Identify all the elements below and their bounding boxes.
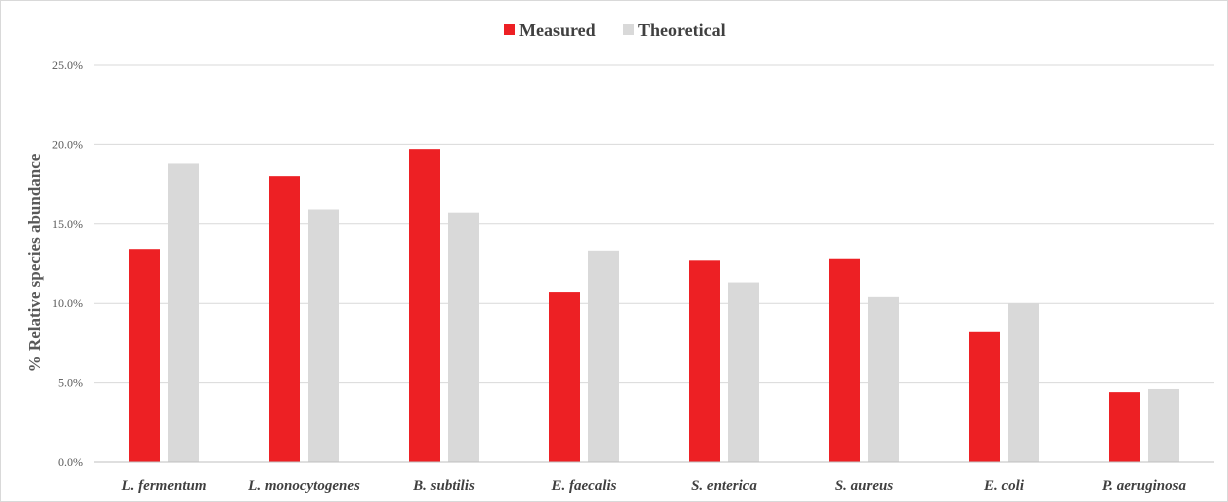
x-tick-label: S. enterica bbox=[691, 478, 757, 494]
y-tick-label: 5.0% bbox=[58, 376, 83, 390]
y-tick-label: 15.0% bbox=[52, 217, 83, 231]
bar-measured bbox=[969, 331, 1000, 462]
x-tick-label: L. fermentum bbox=[121, 478, 207, 494]
bar-theoretical bbox=[448, 212, 479, 462]
bar-theoretical bbox=[588, 250, 619, 462]
x-tick-label: E. coli bbox=[983, 478, 1025, 494]
bar-measured bbox=[689, 260, 720, 462]
bar-theoretical bbox=[868, 296, 899, 462]
y-tick-labels: 0.0% 5.0% 10.0% 15.0% 20.0% 25.0% bbox=[52, 58, 83, 469]
bar-theoretical bbox=[1148, 388, 1179, 462]
y-tick-label: 10.0% bbox=[52, 296, 83, 310]
x-tick-labels: L. fermentum L. monocytogenes B. subtilis E… bbox=[121, 478, 1187, 494]
bars bbox=[129, 149, 1179, 462]
x-tick-label: E. faecalis bbox=[551, 478, 617, 494]
x-tick-label: S. aureus bbox=[835, 478, 894, 494]
y-tick-label: 25.0% bbox=[52, 58, 83, 72]
bar-theoretical bbox=[728, 282, 759, 462]
legend: Measured Theoretical bbox=[504, 20, 726, 40]
legend-swatch-measured bbox=[504, 24, 515, 35]
legend-label-measured: Measured bbox=[519, 20, 596, 40]
bar-measured bbox=[829, 258, 860, 462]
bar-theoretical bbox=[168, 163, 199, 462]
x-tick-label: P. aeruginosa bbox=[1102, 478, 1186, 494]
y-tick-label: 20.0% bbox=[52, 137, 83, 151]
legend-label-theoretical: Theoretical bbox=[638, 20, 726, 40]
bar-measured bbox=[269, 176, 300, 462]
bar-theoretical bbox=[308, 209, 339, 462]
bar-measured bbox=[129, 249, 160, 462]
legend-swatch-theoretical bbox=[623, 24, 634, 35]
y-tick-label: 0.0% bbox=[58, 455, 83, 469]
bar-measured bbox=[1109, 392, 1140, 462]
y-axis-title: % Relative species abundance bbox=[25, 153, 44, 372]
x-tick-label: B. subtilis bbox=[412, 478, 475, 494]
x-tick-label: L. monocytogenes bbox=[247, 478, 360, 494]
gridlines bbox=[94, 64, 1214, 384]
bar-theoretical bbox=[1008, 303, 1039, 462]
bar-measured bbox=[409, 149, 440, 462]
bar-measured bbox=[549, 292, 580, 462]
